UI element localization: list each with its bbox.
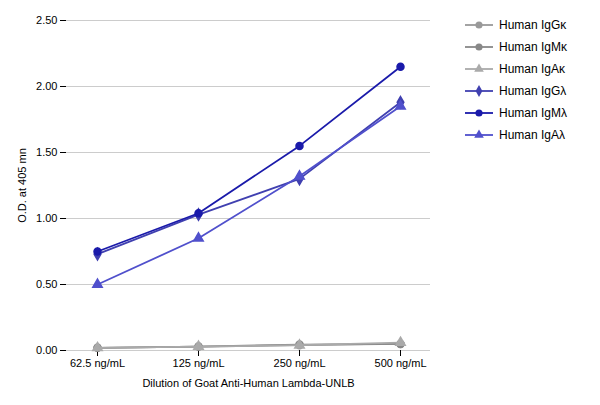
svg-text:2.50: 2.50	[36, 14, 57, 26]
svg-text:2.00: 2.00	[36, 80, 57, 92]
svg-text:0.50: 0.50	[36, 278, 57, 290]
svg-text:0.00: 0.00	[36, 344, 57, 356]
html-text:Human IgMκ: Human IgMκ	[499, 40, 567, 54]
svg-text:500 ng/mL: 500 ng/mL	[375, 357, 427, 369]
html-text:Human IgAλ: Human IgAλ	[499, 128, 565, 142]
svg-text:Dilution of Goat Anti-Human La: Dilution of Goat Anti-Human Lambda-UNLB	[142, 377, 354, 389]
html-text:Human IgAκ: Human IgAκ	[499, 62, 565, 76]
svg-text:250 ng/mL: 250 ng/mL	[274, 357, 326, 369]
svg-text:125 ng/mL: 125 ng/mL	[173, 357, 225, 369]
svg-text:1.50: 1.50	[36, 146, 57, 158]
html-text:Human IgGκ: Human IgGκ	[499, 18, 567, 32]
svg-text:62.5 ng/mL: 62.5 ng/mL	[70, 357, 125, 369]
html-text:Human IgGλ: Human IgGλ	[499, 84, 567, 98]
svg-text:1.00: 1.00	[36, 212, 57, 224]
html-text:Human IgMλ: Human IgMλ	[499, 106, 567, 120]
svg-text:O.D. at 405 mn: O.D. at 405 mn	[16, 148, 28, 223]
